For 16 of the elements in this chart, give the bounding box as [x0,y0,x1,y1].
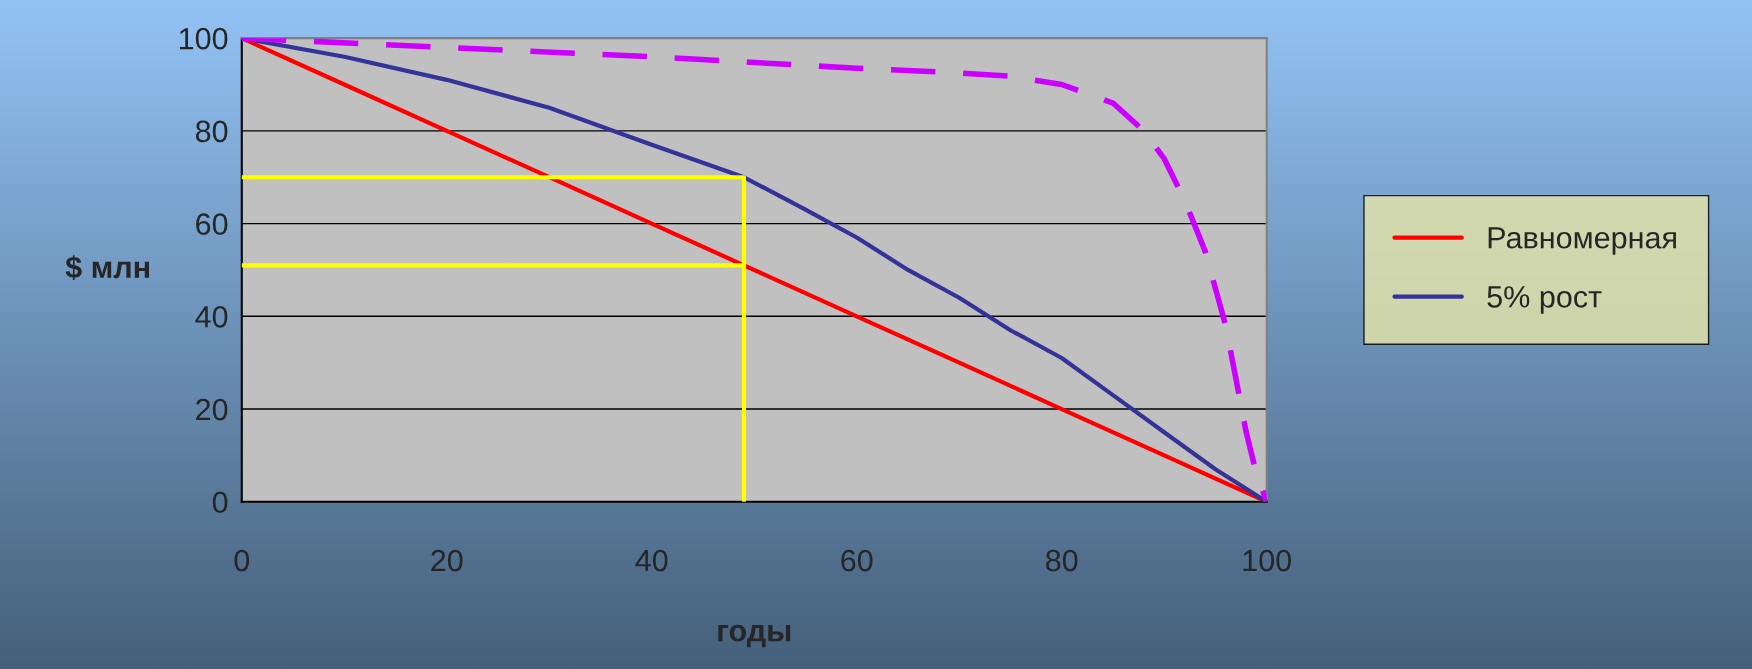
y-axis-title: $ млн [65,255,150,281]
y-tick-label: 0 [212,491,228,514]
x-tick-label: 80 [1046,549,1078,572]
x-tick-label: 100 [1243,549,1291,572]
legend-label: 5% рост [1487,286,1602,314]
y-tick-label: 40 [195,306,228,328]
x-tick-label: 60 [841,549,873,572]
legend-label: Равномерная [1488,227,1676,255]
y-tick-label: 80 [195,120,228,143]
y-tick-label: 60 [196,213,228,235]
y-tick-label: 20 [196,398,228,421]
x-tick-label: 40 [635,549,668,572]
x-tick-label: 20 [431,549,463,572]
x-tick-label: 0 [234,549,250,572]
x-axis-title: годы [718,624,791,648]
y-tick-label: 100 [179,27,228,50]
